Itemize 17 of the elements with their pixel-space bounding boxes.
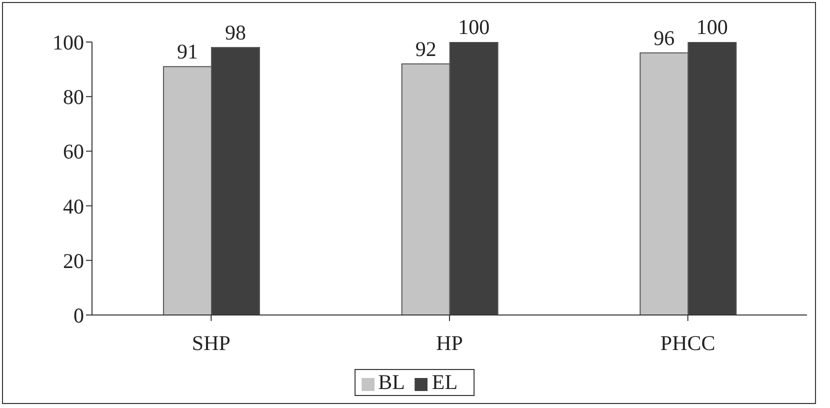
data-label: 91 xyxy=(177,40,198,64)
data-label: 92 xyxy=(415,36,436,61)
y-tick-label: 100 xyxy=(52,30,84,54)
data-label: 100 xyxy=(696,15,728,39)
y-tick-label: 40 xyxy=(63,194,84,218)
data-label: 98 xyxy=(225,20,246,44)
data-label: 100 xyxy=(458,15,490,39)
y-tick-label: 60 xyxy=(63,140,84,164)
y-tick-label: 0 xyxy=(74,303,84,328)
y-tick-label: 80 xyxy=(63,85,84,110)
legend-label: BL xyxy=(378,370,405,394)
x-tick-label: HP xyxy=(436,330,463,355)
x-tick-label: PHCC xyxy=(660,330,716,355)
data-label: 96 xyxy=(654,26,675,50)
x-tick-label: SHP xyxy=(192,330,230,355)
y-tick-label: 20 xyxy=(63,248,84,273)
legend-label: EL xyxy=(432,370,458,394)
